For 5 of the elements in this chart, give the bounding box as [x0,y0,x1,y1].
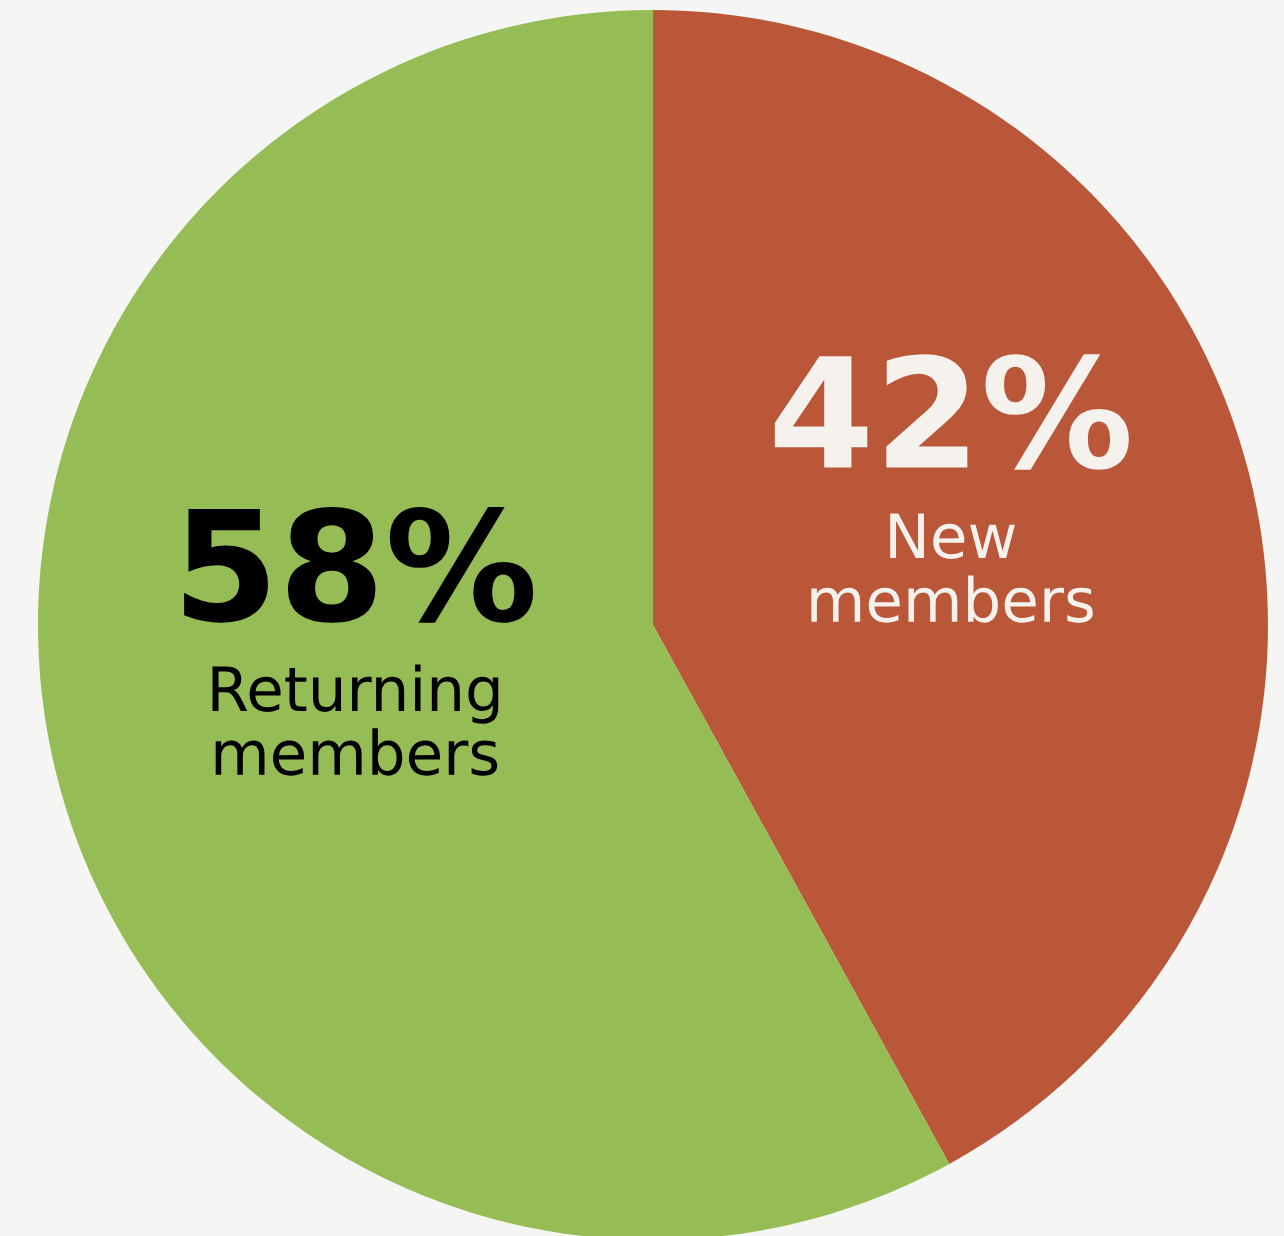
pie-slice [653,10,1268,1164]
slice-label: New members [811,513,1093,623]
data-label: 42% [774,354,1129,470]
data-label: 58% [184,507,534,623]
slice-label: Returning members [212,664,499,776]
